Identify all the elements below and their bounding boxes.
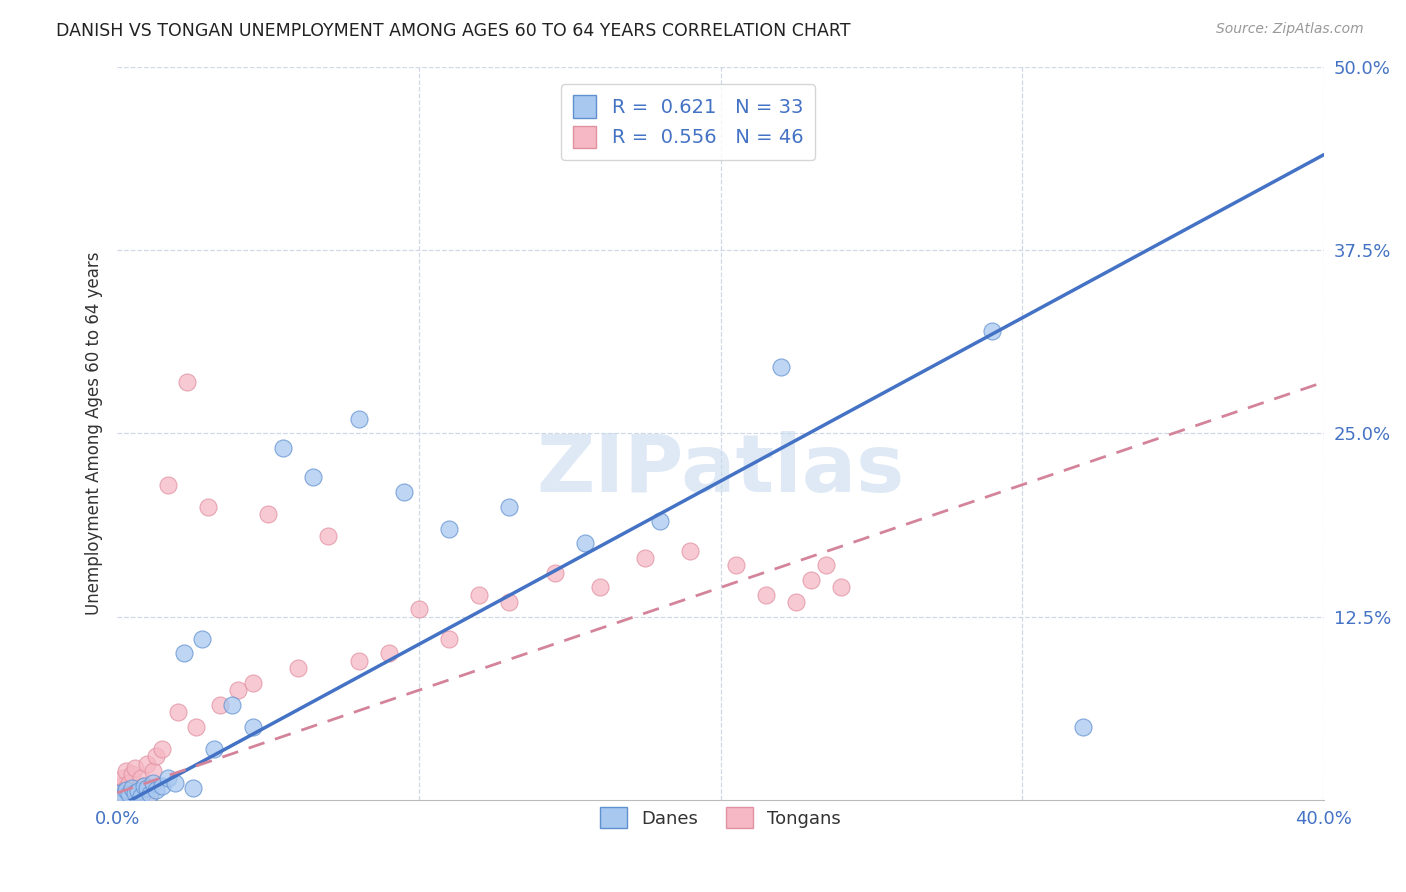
Point xyxy=(145,749,167,764)
Point xyxy=(190,632,212,646)
Point xyxy=(221,698,243,712)
Point xyxy=(108,779,131,793)
Point xyxy=(152,742,174,756)
Point xyxy=(815,558,838,573)
Point xyxy=(392,485,415,500)
Point xyxy=(166,705,188,719)
Point xyxy=(139,788,162,802)
Y-axis label: Unemployment Among Ages 60 to 64 years: Unemployment Among Ages 60 to 64 years xyxy=(86,252,103,615)
Point xyxy=(157,477,180,491)
Point xyxy=(127,784,149,798)
Point xyxy=(981,324,1004,338)
Point xyxy=(318,529,340,543)
Point xyxy=(131,789,153,803)
Point xyxy=(163,775,186,789)
Point xyxy=(176,375,198,389)
Point xyxy=(468,588,491,602)
Point xyxy=(287,661,309,675)
Point xyxy=(118,775,141,789)
Point xyxy=(437,632,460,646)
Point xyxy=(145,783,167,797)
Point xyxy=(785,595,807,609)
Point xyxy=(108,786,131,800)
Point xyxy=(724,558,747,573)
Point xyxy=(139,786,162,800)
Point xyxy=(202,742,225,756)
Point xyxy=(650,515,672,529)
Point xyxy=(136,756,159,771)
Point xyxy=(181,781,204,796)
Point xyxy=(115,783,138,797)
Point xyxy=(226,683,249,698)
Text: ZIPatlas: ZIPatlas xyxy=(537,431,904,509)
Point xyxy=(115,781,138,796)
Point xyxy=(543,566,565,580)
Point xyxy=(118,788,141,802)
Point xyxy=(574,536,596,550)
Point xyxy=(1071,720,1094,734)
Point xyxy=(347,654,370,668)
Point xyxy=(112,789,135,803)
Point xyxy=(755,588,778,602)
Point xyxy=(173,647,195,661)
Point xyxy=(131,771,153,785)
Point xyxy=(124,786,146,800)
Point xyxy=(271,441,294,455)
Point xyxy=(498,500,520,514)
Point xyxy=(124,788,146,802)
Point xyxy=(142,764,165,778)
Point xyxy=(121,766,143,780)
Point xyxy=(634,551,657,566)
Point xyxy=(197,500,219,514)
Point xyxy=(124,761,146,775)
Point xyxy=(679,543,702,558)
Point xyxy=(127,781,149,796)
Point xyxy=(408,602,430,616)
Text: Source: ZipAtlas.com: Source: ZipAtlas.com xyxy=(1216,22,1364,37)
Point xyxy=(134,779,156,793)
Point xyxy=(437,522,460,536)
Text: DANISH VS TONGAN UNEMPLOYMENT AMONG AGES 60 TO 64 YEARS CORRELATION CHART: DANISH VS TONGAN UNEMPLOYMENT AMONG AGES… xyxy=(56,22,851,40)
Point xyxy=(302,470,325,484)
Point xyxy=(347,411,370,425)
Point xyxy=(377,647,399,661)
Point xyxy=(112,786,135,800)
Point xyxy=(589,581,612,595)
Point xyxy=(112,771,135,785)
Point xyxy=(498,595,520,609)
Point xyxy=(184,720,207,734)
Point xyxy=(115,764,138,778)
Point xyxy=(769,360,792,375)
Point xyxy=(134,779,156,793)
Point xyxy=(242,720,264,734)
Point xyxy=(157,771,180,785)
Point xyxy=(136,781,159,796)
Point xyxy=(800,573,823,587)
Point xyxy=(118,789,141,803)
Point xyxy=(208,698,231,712)
Point xyxy=(121,781,143,796)
Point xyxy=(152,779,174,793)
Point xyxy=(121,784,143,798)
Point xyxy=(257,507,280,521)
Legend: Danes, Tongans: Danes, Tongans xyxy=(593,800,848,835)
Point xyxy=(142,775,165,789)
Point xyxy=(830,581,852,595)
Point xyxy=(242,676,264,690)
